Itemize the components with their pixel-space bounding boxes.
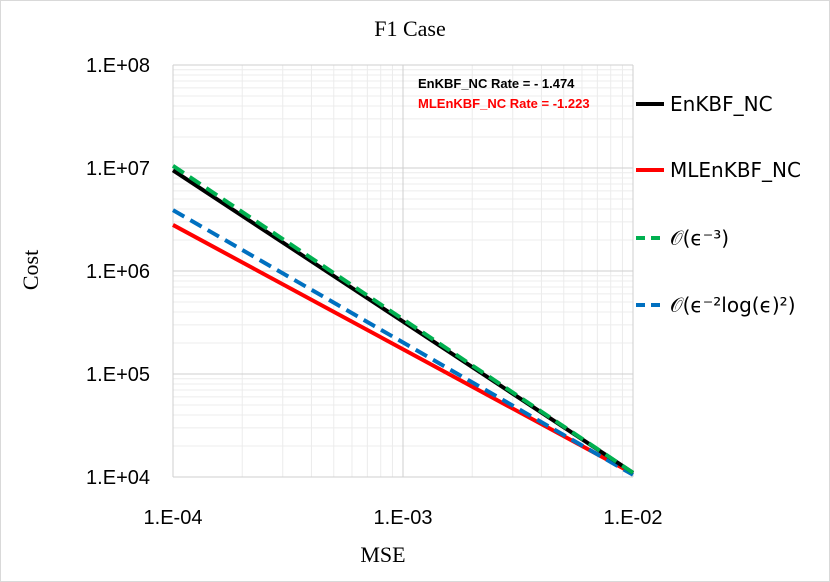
x-axis-title: MSE [360,542,405,567]
y-tick-label: 1.E+08 [86,55,150,77]
x-tick-labels: 1.E-04 1.E-03 1.E-02 [144,507,663,529]
y-tick-label: 1.E+04 [86,467,150,489]
series-line-o-eps-3 [171,164,635,475]
x-tick-label: 1.E-02 [604,507,663,529]
annotation-mlenkbf-rate: MLEnKBF_NC Rate = -1.223 [418,96,590,111]
legend-label: 𝒪(ϵ⁻²log(ϵ)²) [670,293,796,317]
y-tick-label: 1.E+05 [86,364,150,386]
legend-label: EnKBF_NC [670,92,773,116]
annotation-enkbf-rate: EnKBF_NC Rate = - 1.474 [418,76,575,91]
y-tick-labels: 1.E+04 1.E+05 1.E+06 1.E+07 1.E+08 [86,55,150,489]
x-tick-label: 1.E-04 [144,507,203,529]
series-layer [171,164,635,477]
x-tick-label: 1.E-03 [374,507,433,529]
legend-label: 𝒪(ϵ⁻³) [670,226,729,250]
y-axis-title: Cost [18,250,43,290]
chart-title: F1 Case [374,16,446,41]
legend: EnKBF_NC MLEnKBF_NC 𝒪(ϵ⁻³) 𝒪(ϵ⁻²log(ϵ)²) [636,92,801,317]
series-line-o-eps-2-log-eps-2 [172,208,634,477]
major-grid [172,64,634,478]
legend-label: MLEnKBF_NC [670,158,801,182]
y-tick-label: 1.E+07 [86,158,150,180]
y-tick-label: 1.E+06 [86,261,150,283]
